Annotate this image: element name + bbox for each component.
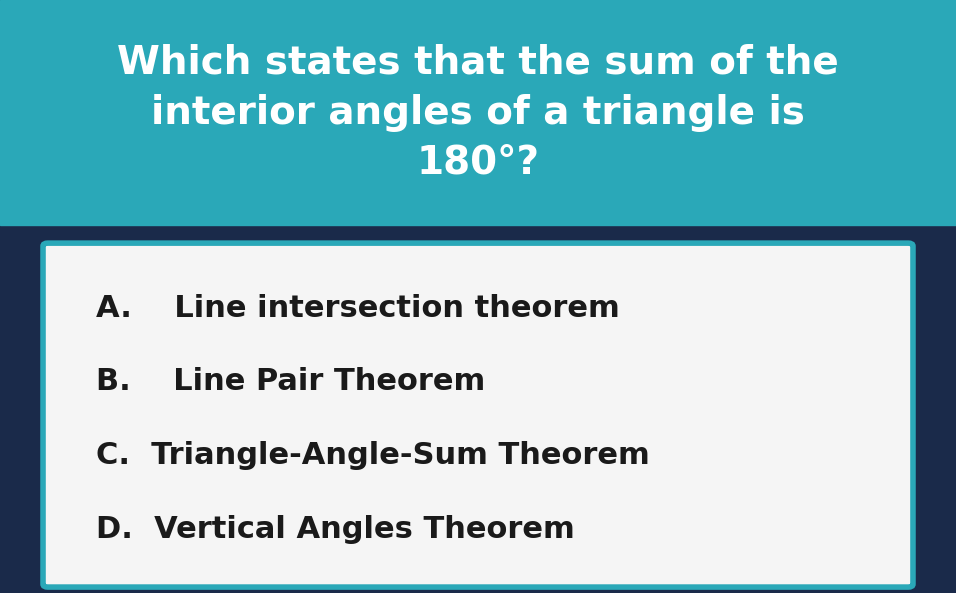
- Text: C.  Triangle-Angle-Sum Theorem: C. Triangle-Angle-Sum Theorem: [96, 441, 649, 470]
- Text: D.  Vertical Angles Theorem: D. Vertical Angles Theorem: [96, 515, 575, 544]
- Text: Which states that the sum of the
interior angles of a triangle is
180°?: Which states that the sum of the interio…: [118, 44, 838, 181]
- FancyBboxPatch shape: [43, 243, 913, 587]
- Text: A.    Line intersection theorem: A. Line intersection theorem: [96, 294, 619, 323]
- Text: B.    Line Pair Theorem: B. Line Pair Theorem: [96, 368, 485, 396]
- Bar: [0, 0, 956, 225]
